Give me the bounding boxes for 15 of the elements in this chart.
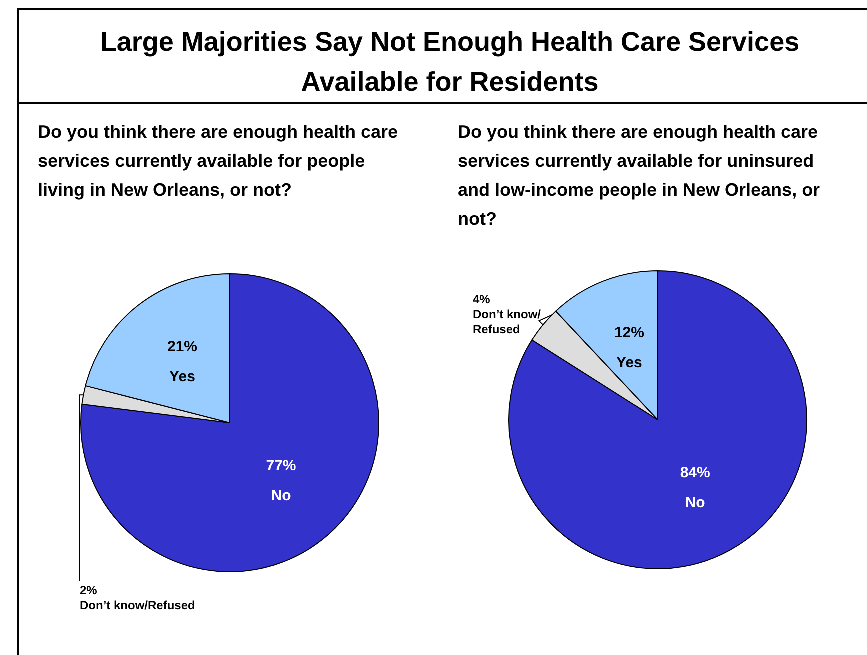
data-label: 2% (80, 584, 98, 598)
slice-label: Don’t know/Refused (473, 308, 542, 336)
data-label: 21% (167, 338, 198, 356)
data-label: 12% (614, 324, 644, 342)
slice-label: Don’t know/Refused (80, 598, 196, 612)
data-label: 77% (266, 458, 296, 475)
chart-subtitle: Do you think there are enough health care services currently available for uninsured and low-income people in New Orleans, or not? (458, 121, 822, 231)
chart-subtitle: Do you think there are enough health care services currently available for people living in New Orleans, or not? (38, 121, 400, 202)
data-label: 4% (473, 292, 491, 306)
slice-label: Yes (616, 354, 642, 372)
slice-label: No (271, 488, 292, 505)
text: Large Majorities Say Not Enough Health Care Services Available for Residents (99, 26, 801, 99)
data-label: 84% (680, 464, 710, 482)
slice-label: No (685, 494, 706, 512)
slice-label: Yes (170, 368, 196, 386)
